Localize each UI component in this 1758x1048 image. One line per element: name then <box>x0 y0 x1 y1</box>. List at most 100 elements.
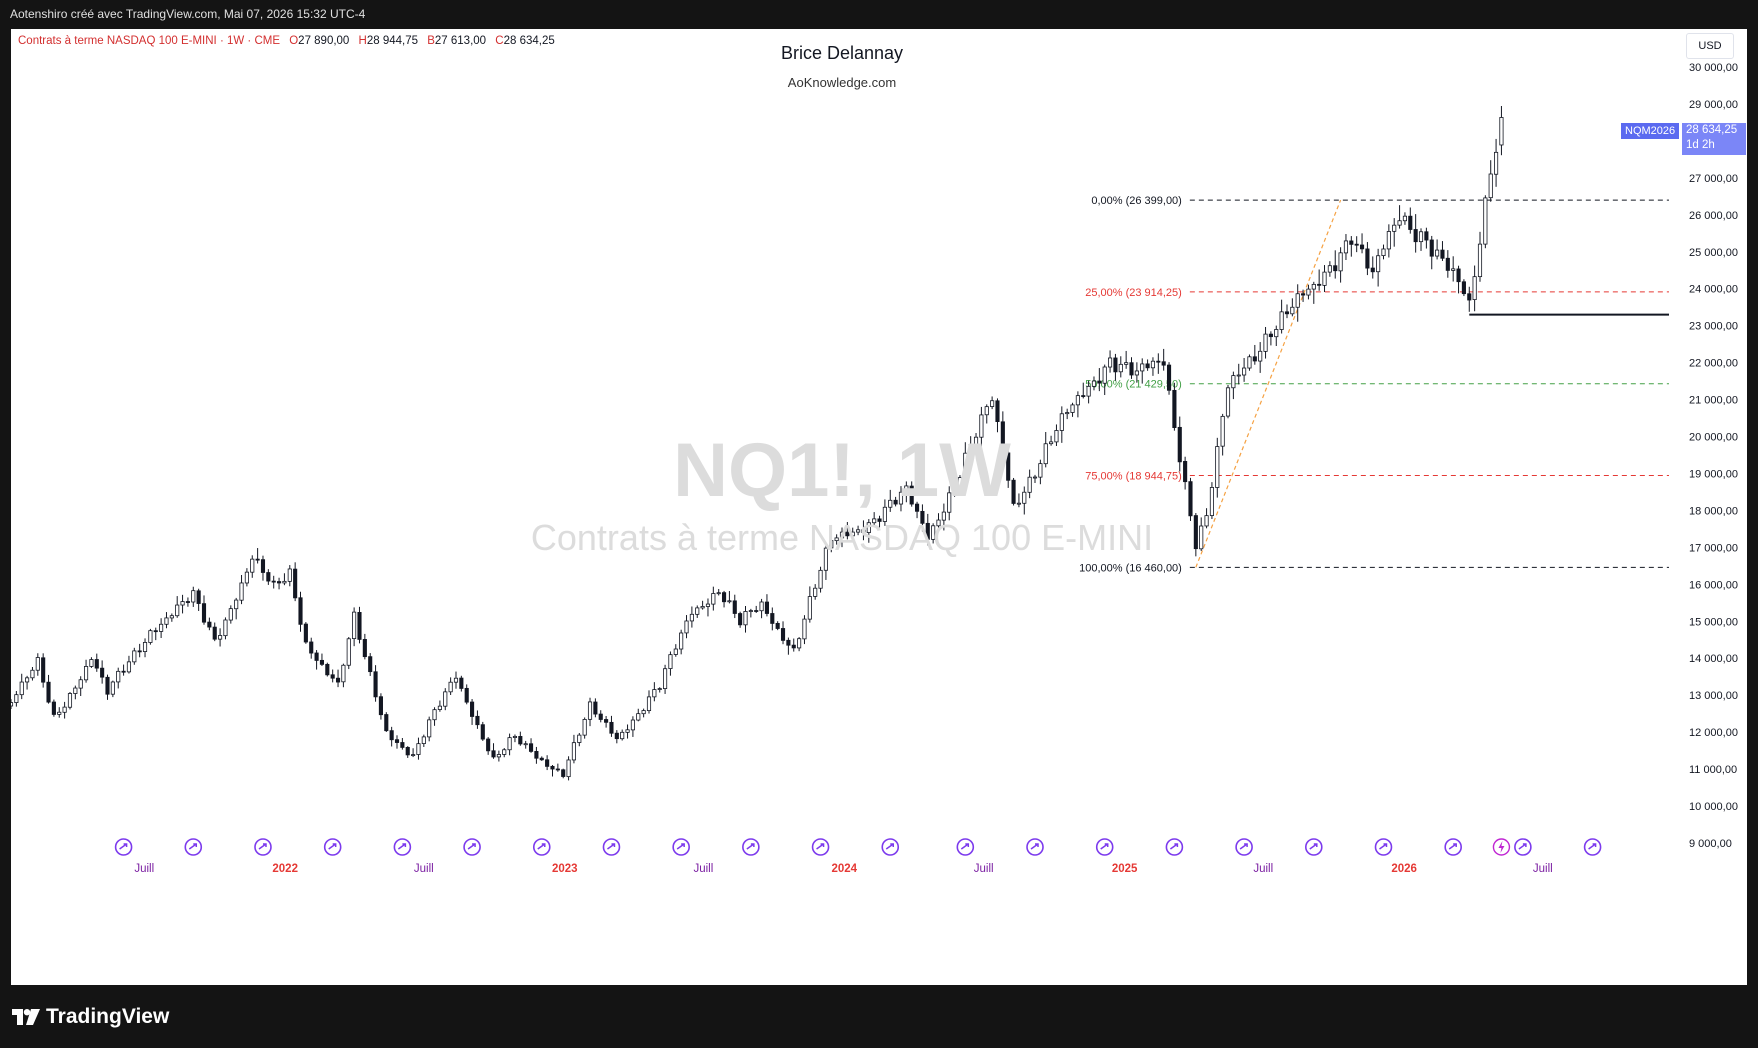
candle-body[interactable] <box>1215 446 1220 488</box>
candle-body[interactable] <box>1006 452 1011 481</box>
candle-body[interactable] <box>1134 370 1139 376</box>
candle-body[interactable] <box>609 721 614 734</box>
event-icon[interactable] <box>602 838 621 856</box>
candle-body[interactable] <box>1333 265 1338 272</box>
candle-body[interactable] <box>555 768 560 771</box>
candle-body[interactable] <box>78 679 83 689</box>
candle-body[interactable] <box>539 757 544 761</box>
candle-body[interactable] <box>689 613 694 622</box>
candle-body[interactable] <box>845 531 850 537</box>
event-icon[interactable] <box>463 838 481 856</box>
candle-body[interactable] <box>1177 426 1182 463</box>
candle-body[interactable] <box>448 681 453 693</box>
candle-body[interactable] <box>1183 460 1188 483</box>
candle-body[interactable] <box>1445 257 1450 271</box>
candle-body[interactable] <box>1397 220 1402 226</box>
candle-body[interactable] <box>1263 333 1268 352</box>
candle-body[interactable] <box>1467 293 1472 301</box>
candle-body[interactable] <box>1209 487 1214 516</box>
candle-body[interactable] <box>1011 479 1016 504</box>
candle-body[interactable] <box>1049 441 1054 445</box>
event-icon[interactable] <box>1165 838 1184 856</box>
candle-body[interactable] <box>405 746 410 756</box>
candle-body[interactable] <box>142 642 148 652</box>
candle-body[interactable] <box>373 671 378 698</box>
candle-body[interactable] <box>330 674 335 679</box>
event-icon[interactable] <box>1583 838 1602 856</box>
event-icon[interactable] <box>1095 838 1114 856</box>
candle-body[interactable] <box>1435 249 1440 257</box>
candle-body[interactable] <box>1440 249 1445 259</box>
candle-body[interactable] <box>1220 415 1225 447</box>
tradingview-logo[interactable]: TradingView <box>12 1005 169 1029</box>
candle-body[interactable] <box>1499 117 1504 146</box>
candle-body[interactable] <box>427 719 432 738</box>
candle-body[interactable] <box>646 696 652 712</box>
candle-body[interactable] <box>191 590 196 603</box>
candle-body[interactable] <box>861 529 866 533</box>
candle-body[interactable] <box>1199 525 1204 550</box>
candle-body[interactable] <box>1349 240 1354 245</box>
candle-body[interactable] <box>984 406 989 416</box>
candle-body[interactable] <box>743 611 748 626</box>
candle-body[interactable] <box>1150 360 1156 369</box>
candle-body[interactable] <box>277 581 282 584</box>
candle-body[interactable] <box>604 719 609 723</box>
legend-symbol[interactable]: Contrats à terme NASDAQ 100 E-MINI · 1W … <box>18 35 281 47</box>
candle-body[interactable] <box>1075 395 1080 406</box>
candle-body[interactable] <box>228 608 233 621</box>
event-icon[interactable] <box>1235 838 1253 856</box>
candle-body[interactable] <box>990 400 995 407</box>
candle-body[interactable] <box>185 601 190 603</box>
candle-body[interactable] <box>105 676 110 695</box>
event-icon[interactable] <box>956 838 975 856</box>
candle-body[interactable] <box>1161 361 1166 366</box>
candle-body[interactable] <box>1054 430 1059 443</box>
candle-body[interactable] <box>1258 350 1263 362</box>
candle-body[interactable] <box>1365 248 1370 269</box>
candle-body[interactable] <box>866 522 871 533</box>
candle-body[interactable] <box>480 724 485 740</box>
candle-body[interactable] <box>239 582 244 601</box>
candle-body[interactable] <box>791 644 796 649</box>
candle-body[interactable] <box>1392 224 1397 232</box>
candle-body[interactable] <box>968 444 973 454</box>
candle-body[interactable] <box>1193 515 1198 550</box>
candle-body[interactable] <box>1000 421 1005 454</box>
candle-body[interactable] <box>582 719 587 736</box>
candle-body[interactable] <box>1343 240 1349 254</box>
candle-body[interactable] <box>126 661 132 673</box>
candle-body[interactable] <box>362 639 367 658</box>
candle-body[interactable] <box>1166 364 1172 391</box>
candle-body[interactable] <box>443 691 448 707</box>
candle-body[interactable] <box>931 525 936 540</box>
candle-body[interactable] <box>421 736 426 744</box>
candle-body[interactable] <box>882 506 887 522</box>
fib-trend-line[interactable] <box>1195 199 1342 568</box>
candle-body[interactable] <box>1418 231 1424 243</box>
event-icon[interactable] <box>1304 838 1323 856</box>
candle-body[interactable] <box>1108 357 1113 368</box>
candle-body[interactable] <box>293 568 298 599</box>
candle-body[interactable] <box>1236 374 1241 377</box>
candle-body[interactable] <box>100 667 105 678</box>
candle-body[interactable] <box>1188 481 1193 517</box>
event-icon[interactable] <box>393 838 412 856</box>
candle-body[interactable] <box>169 615 174 619</box>
candle-body[interactable] <box>534 751 539 759</box>
candle-body[interactable] <box>437 705 442 710</box>
candle-body[interactable] <box>1461 281 1466 295</box>
candle-body[interactable] <box>620 731 625 740</box>
candle-body[interactable] <box>1032 476 1038 479</box>
candle-body[interactable] <box>625 729 630 733</box>
candle-body[interactable] <box>1284 311 1290 315</box>
candle-body[interactable] <box>1311 283 1316 290</box>
candle-body[interactable] <box>1043 443 1048 465</box>
candle-body[interactable] <box>1242 367 1247 376</box>
candle-body[interactable] <box>1381 248 1386 257</box>
candle-body[interactable] <box>1494 151 1499 175</box>
candle-body[interactable] <box>314 652 319 661</box>
candle-body[interactable] <box>1429 239 1434 257</box>
candle-body[interactable] <box>51 701 56 715</box>
candle-body[interactable] <box>25 677 30 683</box>
